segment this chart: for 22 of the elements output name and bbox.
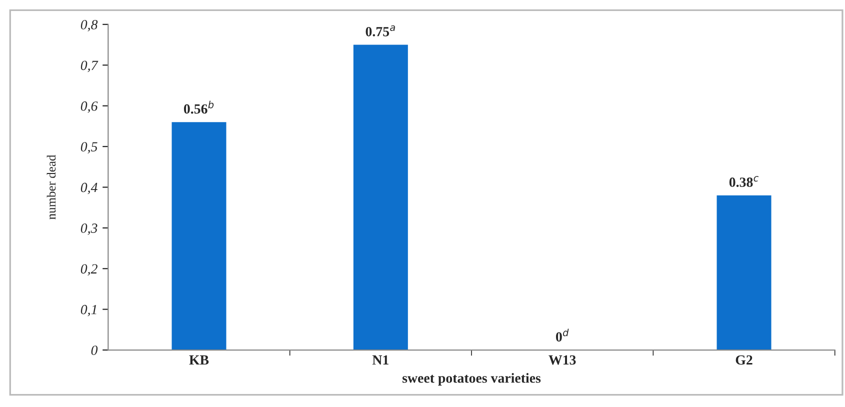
y-tick-label: 0,1 — [80, 304, 96, 316]
bar — [353, 44, 408, 350]
data-label: 0$^{d}$ — [556, 328, 569, 342]
y-axis-title: number dead — [46, 154, 56, 220]
x-axis-title: sweet potatoes varieties — [402, 373, 541, 386]
y-tick-label: 0,6 — [80, 101, 98, 113]
bar — [716, 195, 772, 350]
y-tick-label: 0,2 — [80, 264, 98, 276]
x-tick-label: KB — [189, 355, 209, 365]
y-tick-label: 0,7 — [80, 60, 98, 72]
y-tick-label: 0,3 — [80, 224, 98, 235]
y-tick-label: 0 — [91, 346, 98, 355]
y-tick-label: 0,4 — [80, 182, 98, 194]
data-label: 0.56$^{b}$ — [184, 100, 214, 114]
x-tick-label: G2 — [736, 355, 752, 365]
data-label: 0.38$^{c}$ — [729, 176, 759, 187]
x-tick-label: N1 — [372, 355, 388, 365]
x-tick-label: W13 — [548, 355, 576, 365]
y-tick-label: 0,8 — [80, 20, 98, 32]
data-label: 0.75$^{a}$ — [366, 25, 396, 36]
y-tick-label: 0,5 — [80, 142, 98, 154]
bar — [172, 122, 226, 350]
